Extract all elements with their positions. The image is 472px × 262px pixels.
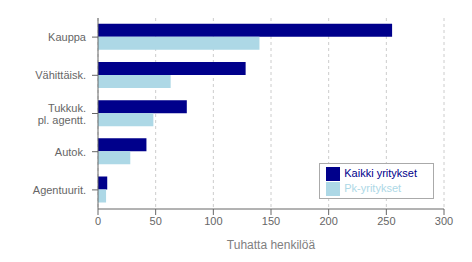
svg-text:Agentuurit.: Agentuurit.	[33, 184, 86, 196]
svg-text:50: 50	[150, 215, 162, 227]
svg-text:300: 300	[435, 215, 453, 227]
svg-text:Tuhatta henkilöä: Tuhatta henkilöä	[227, 238, 316, 252]
html-text:Pk-yritykset: Pk-yritykset	[344, 181, 402, 194]
svg-text:Tukkuk.pl. agentt.: Tukkuk.pl. agentt.	[38, 102, 86, 126]
html-text:Kaikki yritykset: Kaikki yritykset	[344, 166, 417, 179]
svg-text:Autok.: Autok.	[55, 146, 86, 158]
svg-text:100: 100	[204, 215, 222, 227]
svg-text:250: 250	[377, 215, 395, 227]
svg-text:200: 200	[319, 215, 337, 227]
svg-text:0: 0	[95, 215, 101, 227]
svg-text:Kauppa: Kauppa	[48, 31, 87, 43]
svg-text:Vähittäisk.: Vähittäisk.	[35, 69, 86, 81]
svg-text:150: 150	[262, 215, 280, 227]
